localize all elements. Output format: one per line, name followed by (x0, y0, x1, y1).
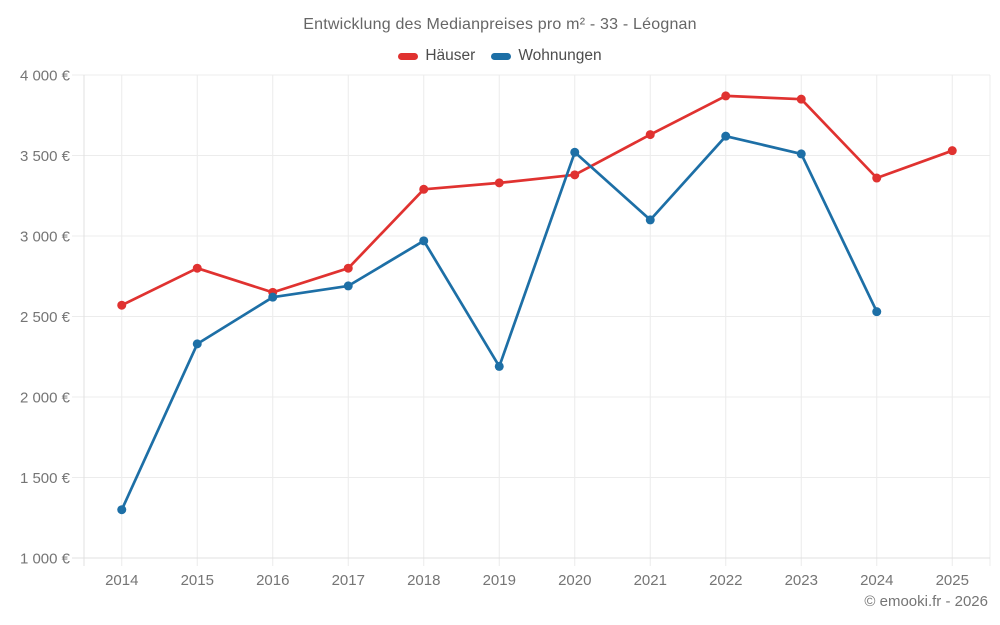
data-point-wohnungen-2016[interactable] (268, 292, 278, 302)
data-point-hauser-2017[interactable] (343, 263, 353, 273)
data-point-wohnungen-2014[interactable] (117, 505, 127, 515)
data-point-hauser-2020[interactable] (570, 170, 580, 180)
legend-label-wohnungen: Wohnungen (518, 47, 602, 64)
data-point-hauser-2018[interactable] (419, 184, 429, 194)
series-line-hauser (120, 94, 954, 307)
x-axis-label: 2021 (634, 572, 667, 589)
data-point-hauser-2022[interactable] (721, 91, 731, 101)
data-point-wohnungen-2017[interactable] (343, 281, 353, 291)
x-axis-label: 2023 (785, 572, 818, 589)
data-point-wohnungen-2019[interactable] (494, 361, 504, 371)
data-point-wohnungen-2022[interactable] (721, 131, 731, 141)
data-point-hauser-2014[interactable] (117, 300, 127, 310)
y-axis-label: 4 000 € (20, 68, 71, 85)
data-point-wohnungen-2015[interactable] (192, 339, 202, 349)
data-point-wohnungen-2021[interactable] (645, 215, 655, 225)
data-point-wohnungen-2024[interactable] (872, 307, 882, 317)
credit-link[interactable]: © emooki.fr - 2026 (864, 593, 988, 610)
y-axis-label: 3 000 € (20, 229, 71, 246)
x-axis-label: 2025 (936, 572, 969, 589)
y-axis-label: 3 500 € (20, 148, 71, 165)
y-axis-label: 2 500 € (20, 309, 71, 326)
data-point-hauser-2019[interactable] (494, 178, 504, 188)
data-point-wohnungen-2023[interactable] (796, 149, 806, 159)
y-axis-label: 1 500 € (20, 470, 71, 487)
legend: Häuser Wohnungen (0, 47, 1000, 65)
data-point-hauser-2021[interactable] (645, 130, 655, 140)
y-axis-label: 2 000 € (20, 390, 71, 407)
x-axis-label: 2020 (558, 572, 591, 589)
x-axis-label: 2022 (709, 572, 742, 589)
legend-swatch-wohnungen-icon (491, 52, 512, 60)
x-axis-label: 2016 (256, 572, 289, 589)
data-point-hauser-2023[interactable] (796, 94, 806, 104)
data-point-hauser-2024[interactable] (872, 173, 882, 183)
chart-title: Entwicklung des Medianpreises pro m² - 3… (303, 16, 697, 33)
x-axis-label: 2019 (483, 572, 516, 589)
legend-swatch-haeuser-icon (398, 52, 419, 60)
data-point-wohnungen-2020[interactable] (570, 147, 580, 157)
x-axis-label: 2015 (181, 572, 214, 589)
y-axis-label: 1 000 € (20, 551, 71, 568)
x-axis-label: 2018 (407, 572, 440, 589)
x-axis-label: 2024 (860, 572, 893, 589)
x-axis-label: 2014 (105, 572, 138, 589)
legend-label-haeuser: Häuser (425, 47, 476, 64)
data-point-wohnungen-2018[interactable] (419, 236, 429, 246)
x-axis-label: 2017 (332, 572, 365, 589)
data-point-hauser-2025[interactable] (947, 146, 957, 156)
legend-item-wohnungen[interactable]: Wohnungen (491, 47, 602, 65)
legend-item-haeuser[interactable]: Häuser (398, 47, 475, 65)
data-point-hauser-2015[interactable] (192, 263, 202, 273)
